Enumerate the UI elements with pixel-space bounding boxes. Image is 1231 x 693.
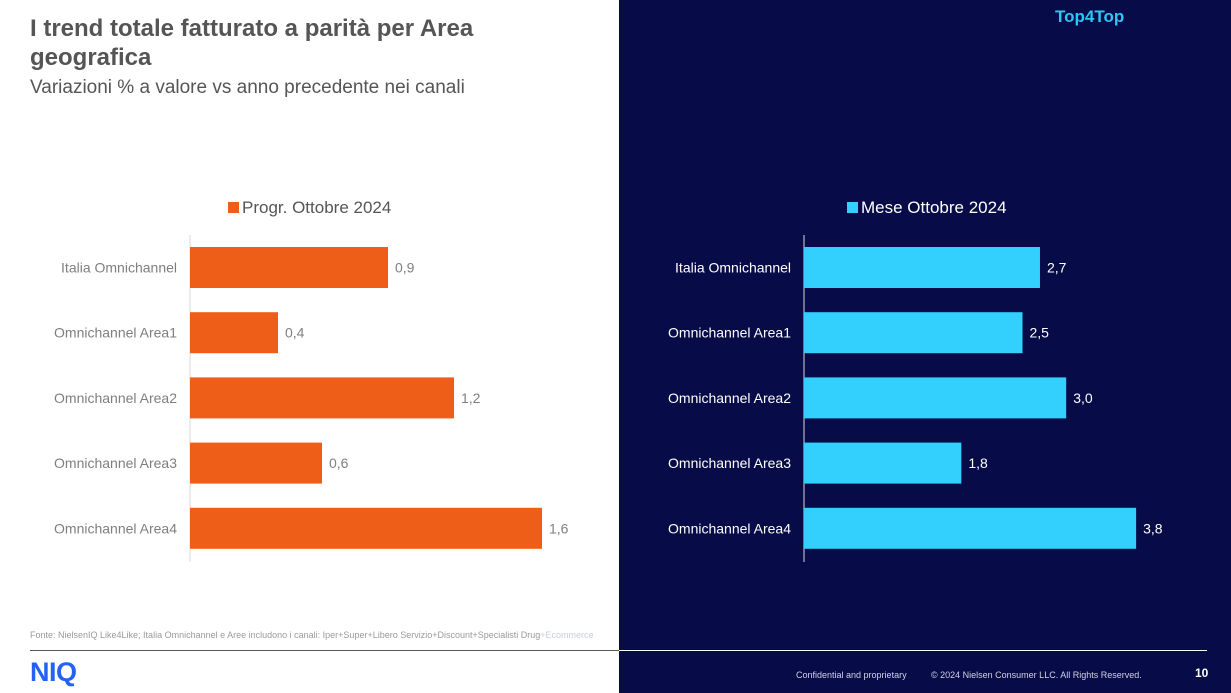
bar-group: Omnichannel Area2 1,2 xyxy=(54,377,481,419)
bar xyxy=(190,312,278,354)
legend-label: Progr. Ottobre 2024 xyxy=(242,198,391,217)
bar xyxy=(190,442,322,484)
data-label: 0,9 xyxy=(395,260,415,276)
page-subtitle: Variazioni % a valore vs anno precedente… xyxy=(30,77,465,98)
source-footnote: Fonte: NielsenIQ Like4Like; Italia Omnic… xyxy=(30,630,594,640)
footer-divider-right xyxy=(619,650,1207,651)
source-text: Fonte: NielsenIQ Like4Like; Italia Omnic… xyxy=(30,630,541,640)
data-label: 1,8 xyxy=(968,455,988,471)
bar xyxy=(804,377,1067,419)
confidential-label: Confidential and proprietary xyxy=(796,670,907,680)
legend-swatch xyxy=(228,202,239,213)
bar xyxy=(804,247,1040,288)
footer-divider-left xyxy=(30,650,619,651)
copyright-label: © 2024 Nielsen Consumer LLC. All Rights … xyxy=(931,670,1142,680)
category-label: Omnichannel Area1 xyxy=(668,325,791,341)
data-label: 3,0 xyxy=(1073,390,1093,406)
bar-group: Omnichannel Area2 3,0 xyxy=(668,377,1093,419)
bar xyxy=(804,312,1023,354)
bar xyxy=(804,442,962,484)
bar-group: Omnichannel Area3 0,6 xyxy=(54,442,349,484)
chart-progressive: Progr. Ottobre 2024 Italia Omnichannel 0,9… xyxy=(54,198,569,562)
category-label: Omnichannel Area2 xyxy=(668,390,791,406)
data-label: 2,7 xyxy=(1047,260,1067,276)
bar xyxy=(804,507,1137,549)
bar-group: Omnichannel Area4 3,8 xyxy=(668,507,1163,549)
category-label: Omnichannel Area3 xyxy=(54,455,177,471)
category-label: Italia Omnichannel xyxy=(61,260,177,276)
niq-logo: NIQ xyxy=(30,657,77,687)
bar xyxy=(190,247,388,288)
bar-group: Omnichannel Area4 1,6 xyxy=(54,507,569,549)
category-label: Italia Omnichannel xyxy=(675,260,791,276)
bar-group: Omnichannel Area1 0,4 xyxy=(54,312,305,354)
legend-label: Mese Ottobre 2024 xyxy=(861,198,1007,217)
legend-swatch xyxy=(847,202,858,213)
bar-group: Omnichannel Area3 1,8 xyxy=(668,442,988,484)
category-label: Omnichannel Area4 xyxy=(668,520,791,536)
bar xyxy=(190,507,542,549)
source-text-suffix: +Ecommerce xyxy=(540,630,594,640)
bar-group: Omnichannel Area1 2,5 xyxy=(668,312,1050,354)
data-label: 0,4 xyxy=(285,325,305,341)
category-label: Omnichannel Area3 xyxy=(668,455,791,471)
page-number: 10 xyxy=(1195,666,1209,680)
data-label: 3,8 xyxy=(1143,520,1163,536)
data-label: 2,5 xyxy=(1030,325,1050,341)
category-label: Omnichannel Area1 xyxy=(54,325,177,341)
category-label: Omnichannel Area4 xyxy=(54,520,177,536)
data-label: 1,6 xyxy=(549,520,569,536)
legend: Progr. Ottobre 2024 xyxy=(228,198,391,217)
brand-tag: Top4Top xyxy=(1055,7,1125,26)
bar-group: Italia Omnichannel 2,7 xyxy=(675,247,1067,288)
legend: Mese Ottobre 2024 xyxy=(847,198,1007,217)
category-label: Omnichannel Area2 xyxy=(54,390,177,406)
bar xyxy=(190,377,454,419)
bar-group: Italia Omnichannel 0,9 xyxy=(61,247,415,288)
page-title: I trend totale fatturato a parità per Ar… xyxy=(30,15,474,71)
data-label: 1,2 xyxy=(461,390,481,406)
data-label: 0,6 xyxy=(329,455,349,471)
chart-monthly: Mese Ottobre 2024 Italia Omnichannel 2,7 Om… xyxy=(668,198,1163,562)
